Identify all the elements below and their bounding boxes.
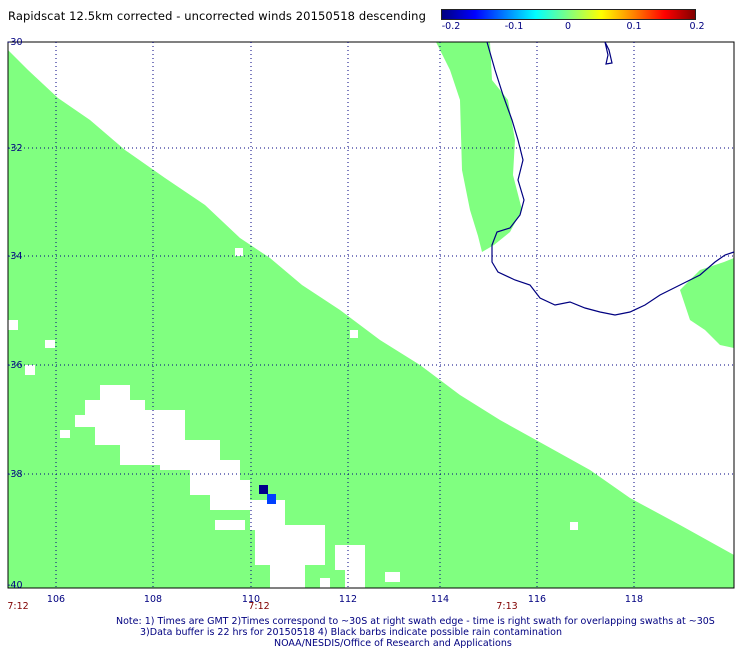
lat-label: -40 (7, 580, 23, 591)
swath-region-east (680, 258, 734, 348)
no-data-patches (8, 248, 578, 588)
lat-label: -32 (7, 143, 23, 154)
note-line-1: Note: 1) Times are GMT 2)Times correspon… (116, 616, 715, 627)
swath-region (8, 50, 734, 588)
lon-label: 112 (338, 594, 358, 605)
colorbar-tick: 0 (564, 21, 572, 32)
anomaly-pixel-blue (267, 494, 276, 504)
colorbar-tick: -0.1 (504, 21, 524, 32)
lon-label: 108 (143, 594, 163, 605)
colorbar (441, 9, 696, 20)
map-title: Rapidscat 12.5km corrected - uncorrected… (8, 9, 426, 23)
time-label: 7:13 (496, 601, 518, 612)
lat-label: -36 (7, 360, 23, 371)
lat-label: -38 (7, 469, 23, 480)
lat-label: -30 (7, 37, 23, 48)
lat-label: -34 (7, 251, 23, 262)
colorbar-tick: -0.2 (441, 21, 461, 32)
lon-label: 116 (527, 594, 547, 605)
lon-label: 118 (624, 594, 644, 605)
anomaly-pixel-dark (259, 485, 268, 494)
island (604, 41, 613, 65)
lon-label: 114 (430, 594, 450, 605)
plot-frame (7, 41, 735, 589)
time-label: 7:12 (7, 601, 29, 612)
lon-label: 110 (241, 594, 261, 605)
note-line-3: NOAA/NESDIS/Office of Research and Appli… (274, 638, 512, 649)
grid-lines (8, 42, 734, 588)
colorbar-tick: 0.1 (626, 21, 642, 32)
lon-label: 106 (46, 594, 66, 605)
note-line-2: 3)Data buffer is 22 hrs for 20150518 4) … (140, 627, 562, 638)
coastline (486, 41, 735, 316)
colorbar-tick: 0.2 (689, 21, 705, 32)
time-label: 7:12 (248, 601, 270, 612)
swath-region-coast (436, 42, 522, 252)
